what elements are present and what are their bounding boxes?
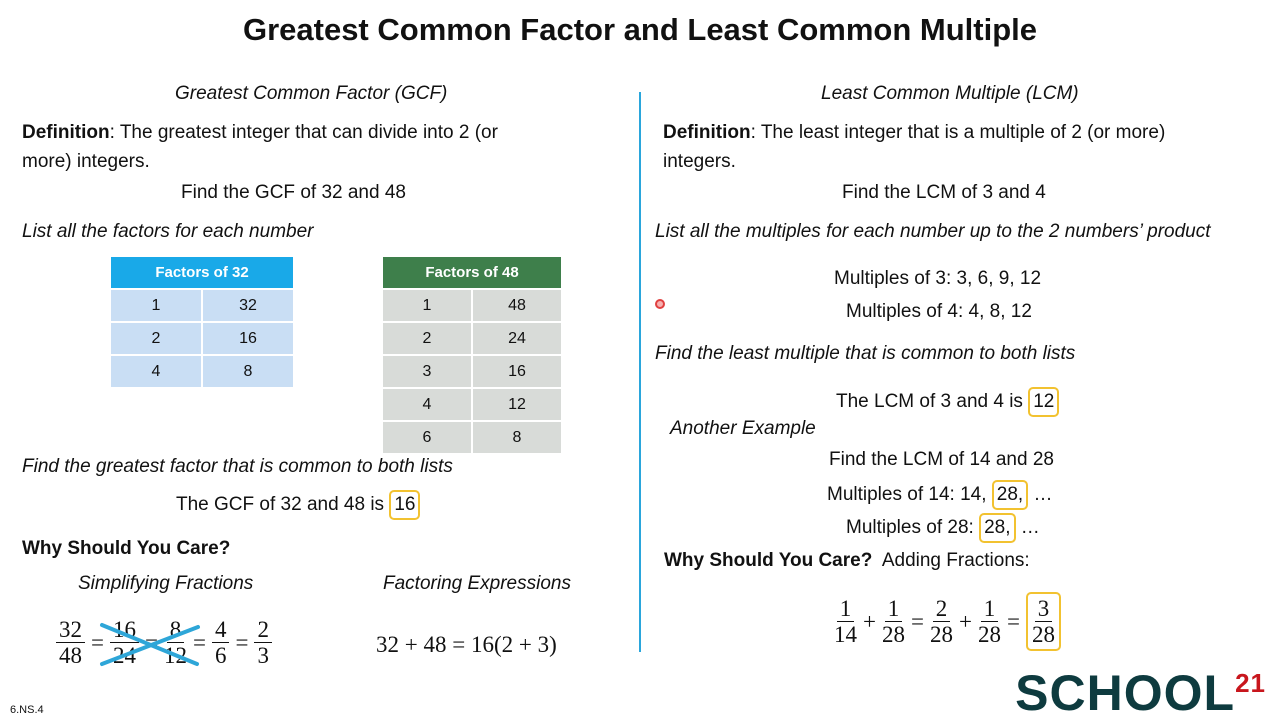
answer-text: The LCM of 3 and 4 is — [836, 391, 1023, 412]
gcf-why-heading: Why Should You Care? — [22, 538, 231, 559]
lcm-list-instruction: List all the multiples for each number u… — [655, 221, 1211, 242]
lcm-definition: Definition: The least integer that is a … — [663, 122, 1165, 144]
school21-logo: SCHOOL21 — [1015, 665, 1266, 721]
cell: 48 — [473, 290, 561, 321]
cell: 16 — [473, 356, 561, 387]
cell: 3 — [383, 356, 471, 387]
cell: 8 — [473, 422, 561, 453]
adding-fractions-label: Adding Fractions: — [881, 550, 1030, 571]
cell: 2 — [383, 323, 471, 354]
answer-fraction-box: 3 28 — [1025, 592, 1061, 651]
lcm-prompt-2: Find the LCM of 14 and 28 — [829, 449, 1054, 470]
table-row: 2 16 — [111, 323, 293, 354]
standard-code: 6.NS.4 — [10, 704, 44, 716]
multiples-of-28: Multiples of 28: 28, … — [846, 513, 1040, 543]
common-multiple-box: 28, — [991, 480, 1029, 510]
table-header: Factors of 32 — [111, 257, 293, 288]
cell: 6 — [383, 422, 471, 453]
table-row: 3 16 — [383, 356, 561, 387]
cell: 1 — [111, 290, 201, 321]
cell: 12 — [473, 389, 561, 420]
gcf-definition-cont: more) integers. — [22, 151, 150, 172]
cell: 16 — [203, 323, 293, 354]
gcf-find-instruction: Find the greatest factor that is common … — [22, 456, 453, 477]
gcf-prompt: Find the GCF of 32 and 48 — [181, 182, 406, 203]
common-multiple-box: 28, — [979, 513, 1016, 543]
cell: 8 — [203, 356, 293, 387]
lcm-heading: Least Common Multiple (LCM) — [821, 83, 1079, 104]
column-divider — [639, 92, 641, 652]
multiples-of-14: Multiples of 14: 14, 28, … — [827, 480, 1052, 510]
lcm-definition-cont: integers. — [663, 151, 736, 172]
fraction: 32 48 — [56, 617, 85, 668]
simplifying-fractions-label: Simplifying Fractions — [78, 573, 254, 594]
fraction: 1 28 — [977, 596, 1001, 647]
lcm-find-instruction: Find the least multiple that is common t… — [655, 343, 1076, 364]
cell: 4 — [111, 356, 201, 387]
gcf-list-instruction: List all the factors for each number — [22, 221, 314, 242]
fraction: 1 28 — [881, 596, 905, 647]
factoring-expressions-label: Factoring Expressions — [383, 573, 571, 594]
cell: 24 — [473, 323, 561, 354]
cell: 1 — [383, 290, 471, 321]
multiples-of-3: Multiples of 3: 3, 6, 9, 12 — [834, 268, 1042, 289]
table-row: 1 48 — [383, 290, 561, 321]
answer-text: The GCF of 32 and 48 is — [176, 494, 385, 515]
cell: 4 — [383, 389, 471, 420]
table-row: 2 24 — [383, 323, 561, 354]
why-heading: Why Should You Care? — [664, 550, 873, 571]
gcf-heading: Greatest Common Factor (GCF) — [175, 83, 448, 104]
lcm-prompt: Find the LCM of 3 and 4 — [842, 182, 1046, 203]
cell: 32 — [203, 290, 293, 321]
gcf-answer-box: 16 — [389, 490, 421, 520]
gcf-answer-line: The GCF of 32 and 48 is 16 — [176, 490, 421, 520]
adding-fractions-equation: 1 14 + 1 28 = 2 28 + 1 28 = 3 28 — [834, 592, 1061, 651]
cross-out-lines — [100, 623, 200, 666]
definition-label: Definition — [663, 122, 751, 143]
another-example-label: Another Example — [670, 418, 816, 439]
definition-text: : The least integer that is a multiple o… — [750, 122, 1166, 143]
lcm-answer-box: 12 — [1028, 387, 1060, 417]
table-row: 4 12 — [383, 389, 561, 420]
fraction: 2 28 — [929, 596, 953, 647]
cell: 2 — [111, 323, 201, 354]
gcf-definition: Definition: The greatest integer that ca… — [22, 122, 498, 144]
lcm-why-line: Why Should You Care? Adding Fractions: — [664, 550, 1030, 572]
lcm-answer-line: The LCM of 3 and 4 is 12 — [836, 387, 1060, 417]
table-header: Factors of 48 — [383, 257, 561, 288]
page-title: Greatest Common Factor and Least Common … — [242, 12, 1038, 47]
cursor-pointer — [655, 299, 665, 309]
factor-expression: 32 + 48 = 16(2 + 3) — [376, 632, 557, 657]
fraction: 1 14 — [834, 596, 857, 647]
definition-label: Definition — [22, 122, 110, 143]
multiples-of-4: Multiples of 4: 4, 8, 12 — [846, 301, 1032, 322]
definition-text: : The greatest integer that can divide i… — [109, 122, 498, 143]
table-row: 1 32 — [111, 290, 293, 321]
